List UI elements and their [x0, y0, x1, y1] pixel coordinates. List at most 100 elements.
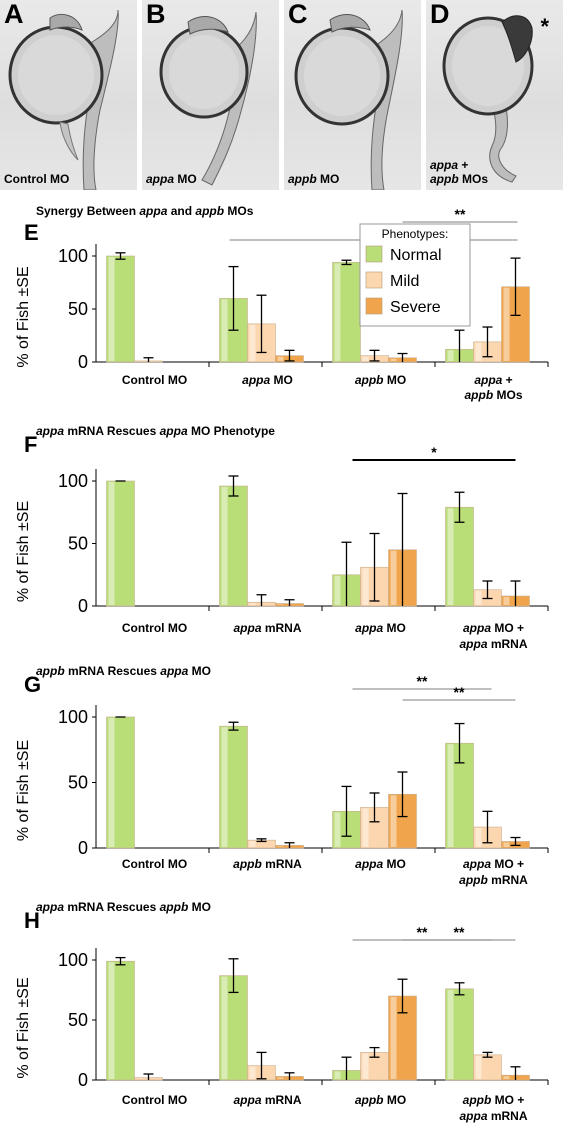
bar-highlight: [249, 324, 256, 361]
bar-highlight: [277, 1077, 284, 1079]
category-label: appb MO: [355, 373, 406, 387]
category-label: appb MO +: [463, 1093, 525, 1107]
category-label: Control MO: [122, 373, 187, 387]
bar-highlight: [390, 550, 397, 605]
embryo-c-drawing: [294, 9, 403, 190]
category-label: appa +: [474, 373, 512, 387]
legend-title: Phenotypes:: [382, 227, 449, 241]
bar-normal: [106, 480, 135, 607]
bar-severe: [501, 580, 530, 607]
panel-letter: G: [24, 672, 41, 697]
photo-label: D: [430, 0, 450, 29]
bar-normal: [332, 785, 361, 849]
bar-highlight: [277, 604, 284, 605]
y-tick-label: 50: [68, 299, 88, 319]
bar-severe: [388, 492, 417, 607]
embryo-photo-row: A Control MO B appa MO C appb MO: [0, 0, 564, 192]
bar-highlight: [362, 1053, 369, 1079]
y-tick-label: 50: [68, 773, 88, 793]
y-tick-label: 100: [58, 950, 88, 970]
photo-caption: appa MO: [146, 172, 197, 186]
bar-severe: [501, 836, 530, 849]
chart-title: Synergy Between appa and appb MOs: [36, 204, 254, 218]
y-tick-label: 50: [68, 534, 88, 554]
significance-marker: **: [417, 673, 428, 689]
bar-severe: [275, 842, 304, 849]
bar-normal-fill: [106, 480, 135, 607]
bar-severe: [275, 349, 304, 363]
bar-mild: [134, 1073, 163, 1081]
category-label: appa mRNA: [459, 1109, 527, 1123]
bar-highlight: [447, 508, 454, 605]
bar-severe: [388, 352, 417, 363]
bar-mild: [247, 1051, 276, 1081]
bar-normal: [445, 329, 474, 363]
bar-highlight: [475, 590, 482, 605]
bar-severe: [275, 1072, 304, 1081]
category-label: appa mRNA: [459, 637, 527, 651]
legend-swatch-normal: [365, 245, 383, 263]
panel-letter: H: [24, 908, 40, 933]
bar-mild: [473, 580, 502, 607]
y-tick-label: 0: [78, 838, 88, 858]
bar-highlight: [249, 841, 256, 847]
y-tick-label: 0: [78, 1070, 88, 1090]
bar-highlight: [277, 846, 284, 847]
y-tick-label: 50: [68, 1010, 88, 1030]
bar-normal: [106, 716, 135, 849]
bar-highlight: [503, 287, 510, 361]
category-label: appa MO +: [463, 621, 524, 635]
bar-normal-fill: [445, 988, 474, 1081]
y-tick-label: 0: [78, 596, 88, 616]
y-tick-label: 100: [58, 471, 88, 491]
category-label: appa MO: [355, 621, 406, 635]
chart-title: appb mRNA Rescues appa MO: [36, 664, 211, 678]
bar-highlight: [108, 257, 115, 361]
embryo-photo-c: C appb MO: [284, 0, 421, 190]
bar-highlight: [362, 356, 369, 361]
bar-highlight: [108, 962, 115, 1079]
embryo-photo-a: A Control MO: [0, 0, 137, 190]
y-tick-label: 100: [58, 707, 88, 727]
y-tick-label: 0: [78, 352, 88, 372]
bar-highlight: [390, 358, 397, 361]
bar-highlight: [362, 568, 369, 605]
photo-label: B: [146, 0, 166, 29]
bar-normal-fill: [106, 716, 135, 849]
bar-highlight: [475, 1055, 482, 1079]
photo-caption: appb MO: [288, 172, 340, 186]
bar-highlight: [503, 842, 510, 847]
bar-highlight: [108, 718, 115, 847]
significance-marker: *: [431, 444, 437, 460]
bar-normal-fill: [106, 960, 135, 1081]
bar-highlight: [221, 976, 228, 1079]
bar-highlight: [249, 603, 256, 605]
embryo-photo-b: B appa MO: [142, 0, 279, 190]
y-axis-label: % of Fish ±SE: [15, 740, 32, 841]
bar-highlight: [475, 342, 482, 361]
bar-mild: [360, 349, 389, 363]
bar-mild: [473, 1051, 502, 1081]
chart-title: appa mRNA Rescues appa MO Phenotype: [36, 424, 275, 438]
y-axis-label: % of Fish ±SE: [15, 266, 32, 367]
bar-mild: [360, 1046, 389, 1081]
bar-severe: [388, 771, 417, 849]
bar-mild-fill: [473, 1054, 502, 1081]
bar-highlight: [249, 1066, 256, 1079]
bar-highlight: [447, 744, 454, 847]
category-label: appa MO: [242, 373, 293, 387]
bar-highlight: [334, 1071, 341, 1079]
bar-mild: [473, 810, 502, 849]
category-label: Control MO: [122, 621, 187, 635]
severity-asterisk: *: [540, 14, 549, 39]
chart-e-svg: E Synergy Between appa and appb MOs % of F…: [15, 204, 549, 402]
legend-entry: Severe: [390, 299, 441, 316]
category-label: Control MO: [122, 857, 187, 871]
category-label: Control MO: [122, 1093, 187, 1107]
